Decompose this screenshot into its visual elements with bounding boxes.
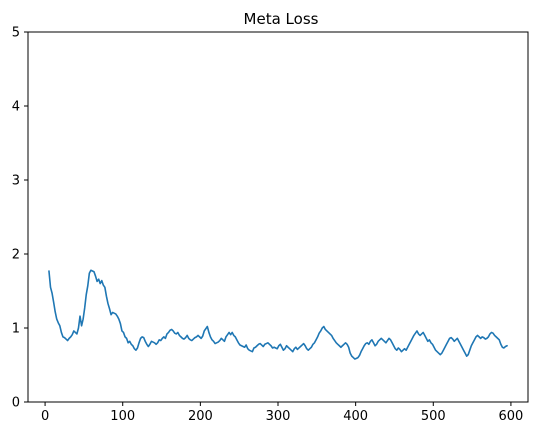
- x-tick-label: 200: [188, 409, 213, 424]
- x-tick-label: 400: [343, 409, 368, 424]
- plot-area: [48, 269, 508, 360]
- series-line-0: [48, 269, 508, 360]
- x-tick-label: 600: [499, 409, 524, 424]
- x-tick-label: 500: [421, 409, 446, 424]
- y-tick-label: 5: [12, 26, 20, 41]
- x-tick-label: 300: [266, 409, 291, 424]
- x-tick-label: 0: [41, 409, 49, 424]
- y-tick-label: 3: [12, 174, 20, 189]
- y-tick-label: 0: [12, 396, 20, 411]
- y-tick-label: 1: [12, 322, 20, 337]
- chart-title: Meta Loss: [244, 10, 319, 28]
- axes: 0 100 200 300 400 500 600 0 1 2 3 4 5: [12, 26, 529, 424]
- y-tick-label: 2: [12, 248, 20, 263]
- y-tick-label: 4: [12, 100, 20, 115]
- x-tick-label: 100: [110, 409, 135, 424]
